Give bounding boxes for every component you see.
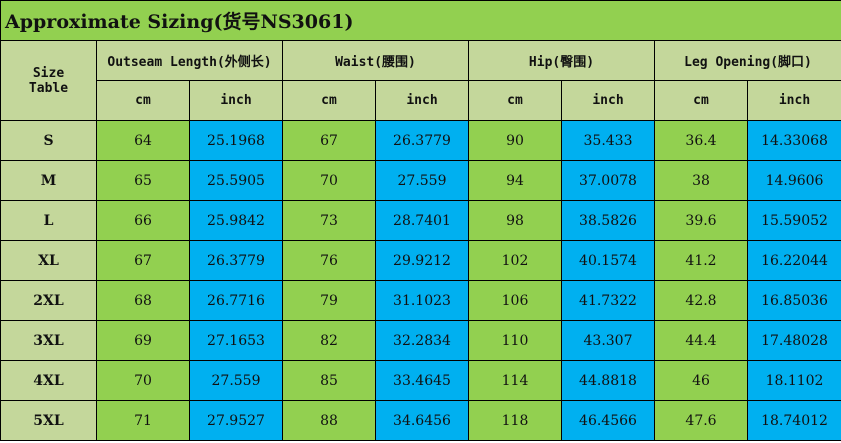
group-header-outseam: Outseam Length(外侧长)	[96, 40, 283, 81]
cm-cell: 64	[96, 120, 190, 161]
cm-cell: 110	[468, 320, 562, 361]
size-label: 2XL	[0, 280, 97, 321]
table-row: M 65 25.5905 70 27.559 94 37.0078 38 14.9606	[0, 160, 841, 201]
table-row: 3XL 69 27.1653 82 32.2834 110 43.307 44.4 17.480…	[0, 320, 841, 361]
cm-cell: 67	[282, 120, 376, 161]
cm-cell: 46	[654, 360, 748, 401]
group-header-hip: Hip(臀围)	[468, 40, 655, 81]
inch-cell: 27.9527	[189, 400, 283, 441]
inch-cell: 14.9606	[746, 160, 841, 201]
inch-cell: 27.559	[375, 160, 469, 201]
unit-header-cm: cm	[96, 80, 190, 121]
size-label: S	[0, 120, 97, 161]
cm-cell: 90	[468, 120, 562, 161]
cm-cell: 68	[96, 280, 190, 321]
size-label: XL	[0, 240, 97, 281]
table-row: XL 67 26.3779 76 29.9212 102 40.1574 41.2 16.220…	[0, 240, 841, 281]
inch-cell: 14.33068	[746, 120, 841, 161]
cm-cell: 42.8	[654, 280, 748, 321]
group-header-leg-opening: Leg Opening(脚口)	[653, 40, 841, 81]
cm-cell: 71	[96, 400, 190, 441]
inch-cell: 43.307	[561, 320, 655, 361]
size-label: L	[0, 200, 97, 241]
cm-cell: 94	[468, 160, 562, 201]
size-label: 3XL	[0, 320, 97, 361]
inch-cell: 35.433	[561, 120, 655, 161]
cm-cell: 39.6	[654, 200, 748, 241]
inch-cell: 29.9212	[375, 240, 469, 281]
inch-cell: 26.3779	[375, 120, 469, 161]
cm-cell: 66	[96, 200, 190, 241]
size-label: 5XL	[0, 400, 97, 441]
table-row: L 66 25.9842 73 28.7401 98 38.5826 39.6 15.59052	[0, 200, 841, 241]
inch-cell: 25.5905	[189, 160, 283, 201]
inch-cell: 32.2834	[375, 320, 469, 361]
cm-cell: 88	[282, 400, 376, 441]
inch-cell: 46.4566	[561, 400, 655, 441]
inch-cell: 25.1968	[189, 120, 283, 161]
inch-cell: 41.7322	[561, 280, 655, 321]
size-header: Size Table	[0, 40, 97, 121]
unit-header-inch: inch	[189, 80, 283, 121]
cm-cell: 79	[282, 280, 376, 321]
inch-cell: 18.74012	[746, 400, 841, 441]
inch-cell: 26.3779	[189, 240, 283, 281]
cm-cell: 38	[654, 160, 748, 201]
table-row: 5XL 71 27.9527 88 34.6456 118 46.4566 47.6 18.74…	[0, 400, 841, 441]
inch-cell: 28.7401	[375, 200, 469, 241]
inch-cell: 44.8818	[561, 360, 655, 401]
cm-cell: 82	[282, 320, 376, 361]
cm-cell: 67	[96, 240, 190, 281]
cm-cell: 76	[282, 240, 376, 281]
unit-header-cm: cm	[468, 80, 562, 121]
inch-cell: 27.559	[189, 360, 283, 401]
inch-cell: 37.0078	[561, 160, 655, 201]
unit-header-inch: inch	[375, 80, 469, 121]
unit-header-cm: cm	[282, 80, 376, 121]
cm-cell: 70	[282, 160, 376, 201]
inch-cell: 15.59052	[746, 200, 841, 241]
table-row: S 64 25.1968 67 26.3779 90 35.433 36.4 14.33068	[0, 120, 841, 161]
inch-cell: 16.85036	[746, 280, 841, 321]
inch-cell: 18.1102	[746, 360, 841, 401]
group-header-waist: Waist(腰围)	[282, 40, 469, 81]
inch-cell: 26.7716	[189, 280, 283, 321]
cm-cell: 44.4	[654, 320, 748, 361]
cm-cell: 36.4	[654, 120, 748, 161]
inch-cell: 33.4645	[375, 360, 469, 401]
inch-cell: 38.5826	[561, 200, 655, 241]
inch-cell: 31.1023	[375, 280, 469, 321]
table-title: Approximate Sizing(货号NS3061)	[0, 0, 841, 41]
cm-cell: 114	[468, 360, 562, 401]
cm-cell: 41.2	[654, 240, 748, 281]
table-row: 4XL 70 27.559 85 33.4645 114 44.8818 46 18.1102	[0, 360, 841, 401]
inch-cell: 40.1574	[561, 240, 655, 281]
unit-header-cm: cm	[654, 80, 748, 121]
unit-header-inch: inch	[746, 80, 841, 121]
cm-cell: 85	[282, 360, 376, 401]
cm-cell: 70	[96, 360, 190, 401]
inch-cell: 17.48028	[746, 320, 841, 361]
size-label: 4XL	[0, 360, 97, 401]
cm-cell: 98	[468, 200, 562, 241]
cm-cell: 69	[96, 320, 190, 361]
unit-header-inch: inch	[561, 80, 655, 121]
cm-cell: 102	[468, 240, 562, 281]
inch-cell: 27.1653	[189, 320, 283, 361]
cm-cell: 73	[282, 200, 376, 241]
table-row: 2XL 68 26.7716 79 31.1023 106 41.7322 42.8 16.85…	[0, 280, 841, 321]
inch-cell: 25.9842	[189, 200, 283, 241]
cm-cell: 47.6	[654, 400, 748, 441]
cm-cell: 65	[96, 160, 190, 201]
inch-cell: 16.22044	[746, 240, 841, 281]
size-label: M	[0, 160, 97, 201]
cm-cell: 106	[468, 280, 562, 321]
cm-cell: 118	[468, 400, 562, 441]
inch-cell: 34.6456	[375, 400, 469, 441]
